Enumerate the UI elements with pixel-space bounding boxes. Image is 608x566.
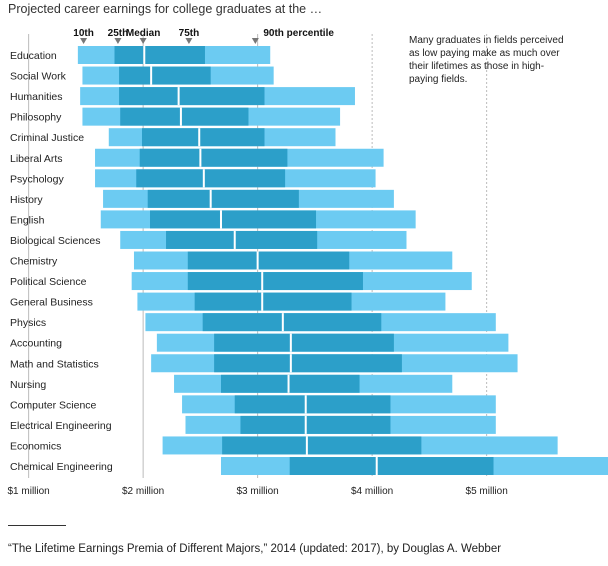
category-label: Chemistry bbox=[10, 256, 58, 268]
median-line bbox=[261, 272, 264, 291]
percentile-marker bbox=[114, 38, 122, 44]
bar-25-75 bbox=[187, 251, 350, 270]
x-tick-label: $5 million bbox=[466, 486, 508, 497]
percentile-marker bbox=[80, 38, 88, 44]
bar-25-75 bbox=[220, 374, 360, 393]
category-label: English bbox=[10, 214, 45, 226]
bar-25-75 bbox=[222, 436, 422, 455]
bar-25-75 bbox=[214, 354, 402, 373]
annotation-line: paying fields. bbox=[409, 74, 467, 85]
category-label: Humanities bbox=[10, 91, 63, 103]
category-label: Biological Sciences bbox=[10, 235, 100, 247]
median-line bbox=[287, 374, 290, 393]
category-label: Electrical Engineering bbox=[10, 420, 112, 432]
bar-25-75 bbox=[194, 292, 352, 311]
bar-25-75 bbox=[139, 148, 288, 167]
category-label: Psychology bbox=[10, 173, 64, 185]
median-line bbox=[375, 457, 378, 475]
bar-25-75 bbox=[202, 313, 382, 332]
x-tick-label: $4 million bbox=[351, 486, 393, 497]
category-label: Social Work bbox=[10, 71, 67, 83]
median-line bbox=[198, 128, 201, 147]
category-label: Nursing bbox=[10, 379, 46, 391]
percentile-label: 10th bbox=[73, 28, 94, 39]
category-label: Political Science bbox=[10, 276, 87, 288]
bar-25-75 bbox=[187, 272, 363, 291]
bar-25-75 bbox=[119, 66, 211, 85]
category-label: Physics bbox=[10, 317, 46, 329]
category-label: Liberal Arts bbox=[10, 153, 63, 165]
median-line bbox=[289, 354, 292, 373]
median-line bbox=[305, 436, 308, 455]
median-line bbox=[304, 415, 307, 434]
annotation-line: Many graduates in fields perceived bbox=[409, 35, 564, 46]
bar-25-75 bbox=[120, 107, 249, 126]
percentile-label: 90th percentile bbox=[263, 28, 334, 39]
median-line bbox=[281, 313, 284, 332]
percentile-label: 75th bbox=[179, 28, 200, 39]
median-line bbox=[256, 251, 259, 270]
source-credit: “The Lifetime Earnings Premia of Differe… bbox=[8, 543, 502, 555]
median-line bbox=[143, 46, 146, 64]
category-label: Criminal Justice bbox=[10, 132, 84, 144]
median-line bbox=[202, 169, 205, 188]
bar-25-75 bbox=[150, 210, 317, 229]
bar-25-75 bbox=[166, 230, 318, 249]
bar-25-75 bbox=[119, 87, 265, 106]
median-line bbox=[219, 210, 222, 229]
range-bars bbox=[77, 46, 608, 475]
category-label: Philosophy bbox=[10, 112, 62, 124]
category-label: Math and Statistics bbox=[10, 358, 99, 370]
annotation-line: their lifetimes as those in high- bbox=[409, 61, 544, 72]
bar-25-75 bbox=[141, 128, 265, 147]
x-axis-ticks: $1 million $2 million $3 million $4 million… bbox=[8, 486, 508, 497]
category-label: Chemical Engineering bbox=[10, 461, 113, 473]
x-tick-label: $3 million bbox=[237, 486, 279, 497]
bar-25-75 bbox=[289, 457, 494, 475]
median-line bbox=[304, 395, 307, 414]
median-line bbox=[179, 107, 182, 126]
bar-25-75 bbox=[147, 189, 299, 208]
median-line bbox=[261, 292, 264, 311]
annotation-line: as low paying make as much over bbox=[409, 48, 560, 59]
percentile-marker bbox=[251, 38, 259, 44]
source-divider bbox=[8, 525, 66, 526]
median-line bbox=[199, 148, 202, 167]
x-tick-label: $1 million bbox=[8, 486, 50, 497]
earnings-chart: Projected career earnings for college gr… bbox=[8, 2, 608, 497]
median-line bbox=[177, 87, 180, 106]
bar-25-75 bbox=[214, 333, 394, 352]
bar-25-75 bbox=[234, 395, 391, 414]
category-labels: Education Social Work Humanities Philosophy… bbox=[10, 50, 113, 473]
category-label: General Business bbox=[10, 297, 93, 309]
bar-25-75 bbox=[240, 415, 391, 434]
percentile-label: Median bbox=[126, 28, 160, 39]
median-line bbox=[233, 230, 236, 249]
percentile-label: 25th bbox=[108, 28, 129, 39]
median-line bbox=[150, 66, 153, 85]
median-line bbox=[289, 333, 292, 352]
bar-25-75 bbox=[136, 169, 286, 188]
category-label: Computer Science bbox=[10, 399, 97, 411]
annotation: Many graduates in fields perceived as low… bbox=[409, 35, 564, 85]
category-label: Education bbox=[10, 50, 57, 62]
bar-25-75 bbox=[114, 46, 205, 64]
x-tick-label: $2 million bbox=[122, 486, 164, 497]
chart-title: Projected career earnings for college gr… bbox=[8, 2, 322, 16]
median-line bbox=[209, 189, 212, 208]
percentile-marker bbox=[185, 38, 193, 44]
category-label: Economics bbox=[10, 440, 61, 452]
percentile-marker bbox=[139, 38, 147, 44]
category-label: Accounting bbox=[10, 338, 62, 350]
category-label: History bbox=[10, 194, 43, 206]
